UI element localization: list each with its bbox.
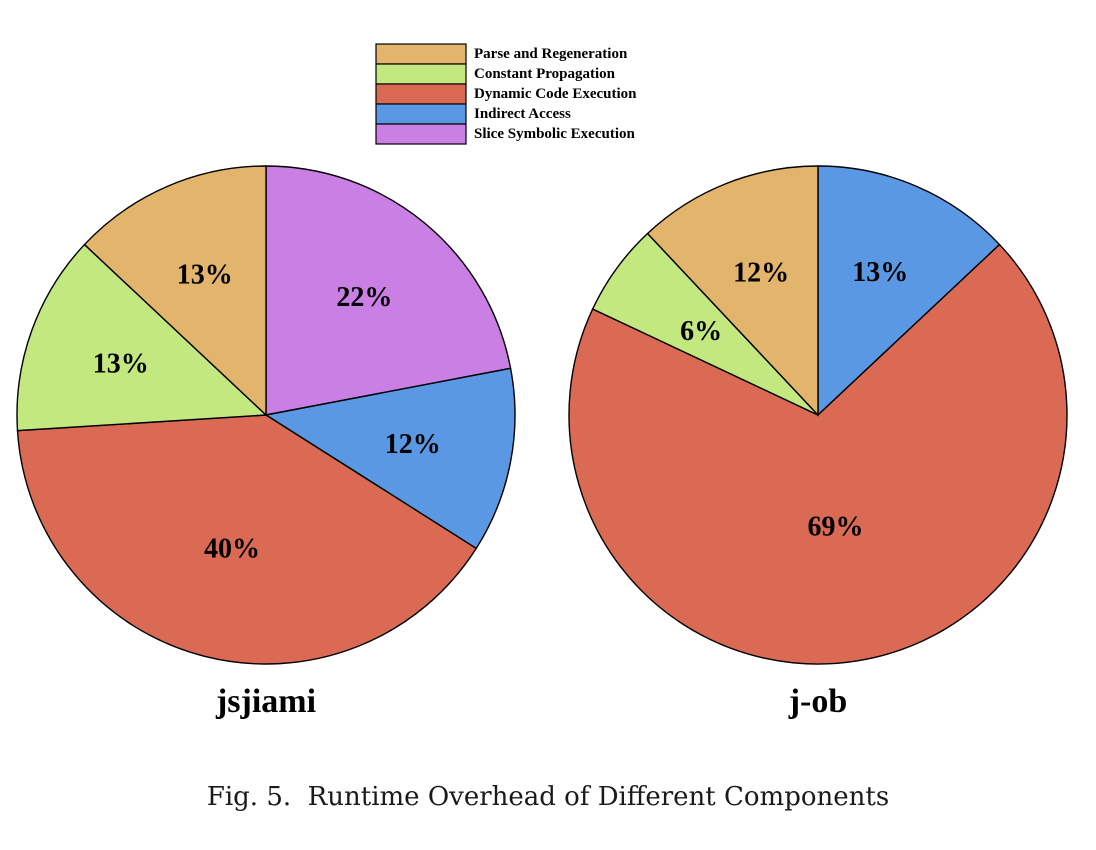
slice-label-parse-and-regeneration: 12% (733, 257, 789, 288)
slice-label-dynamic-code-execution: 69% (808, 512, 864, 543)
legend-swatch-dynamic-code-execution (375, 83, 467, 105)
pie-chart-jsjiami: 22% 12% 40% 13% 13% (16, 165, 516, 665)
legend-label-slice-symbolic-execution: Slice Symbolic Execution (474, 126, 635, 142)
legend-label-parse-and-regeneration: Parse and Regeneration (474, 46, 628, 62)
pie-slice-parse-and-regeneration (83, 165, 267, 417)
pie-slice-constant-propagation (16, 243, 268, 432)
slice-label-parse-and-regeneration: 13% (177, 259, 233, 290)
slice-label-slice-symbolic-execution: 22% (336, 282, 392, 313)
slice-label-indirect-access: 12% (385, 429, 441, 460)
slice-label-dynamic-code-execution: 40% (204, 534, 260, 565)
slice-label-constant-propagation: 6% (680, 316, 722, 347)
figure-caption: Fig. 5. Runtime Overhead of Different Co… (206, 782, 890, 812)
legend-label-indirect-access: Indirect Access (474, 106, 571, 122)
pie-slice-indirect-access (817, 165, 1001, 417)
legend-swatch-indirect-access (375, 103, 467, 125)
pie-chart-j-ob: 13% 69% 6% 12% (568, 165, 1068, 665)
pie-slice-dynamic-code-execution (568, 243, 1068, 665)
legend-label-dynamic-code-execution: Dynamic Code Execution (474, 86, 637, 102)
pie-slice-slice-symbolic-execution (265, 165, 512, 416)
pie-slice-parse-and-regeneration (646, 165, 819, 417)
slice-label-constant-propagation: 13% (93, 349, 149, 380)
pie-slice-indirect-access (264, 367, 516, 550)
pie-title-j-ob: j-ob (788, 683, 848, 720)
pie-slice-dynamic-code-execution (16, 414, 478, 665)
legend-swatch-constant-propagation (375, 63, 467, 85)
legend-swatch-slice-symbolic-execution (375, 123, 467, 145)
pie-title-jsjiami: jsjiami (215, 683, 316, 720)
legend: Parse and Regeneration Constant Propagati… (375, 43, 637, 145)
legend-swatch-parse-and-regeneration (375, 43, 467, 65)
legend-label-constant-propagation: Constant Propagation (474, 66, 616, 82)
slice-label-indirect-access: 13% (852, 257, 908, 288)
